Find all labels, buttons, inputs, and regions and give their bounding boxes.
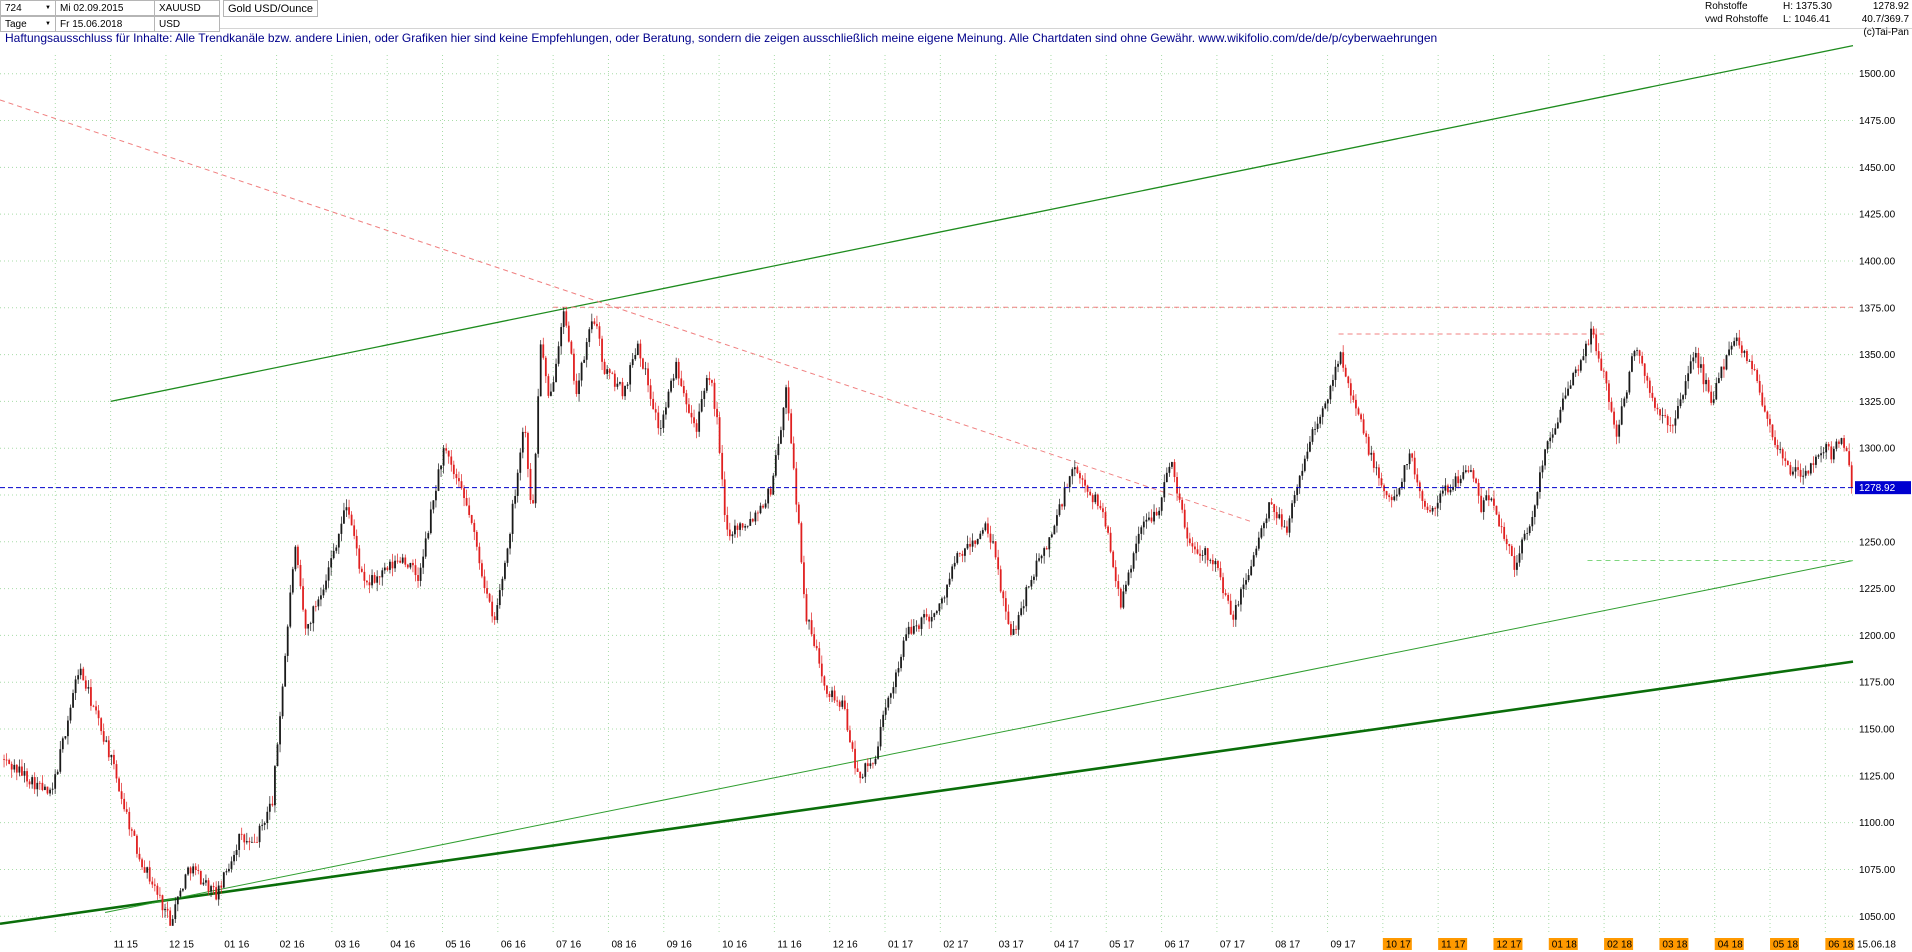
x-axis-month-label: 05 18	[1773, 940, 1798, 951]
x-axis-month-label: 09 16	[667, 940, 692, 951]
bars-count-dropdown[interactable]: 724 ▼	[0, 0, 56, 16]
x-axis-month-label: 04 18	[1718, 940, 1743, 951]
period-dropdown[interactable]: Tage ▼	[0, 16, 56, 32]
period-value: Tage	[5, 18, 27, 30]
chevron-down-icon: ▼	[45, 21, 51, 27]
x-axis-month-label: 01 17	[888, 940, 913, 951]
x-axis-month-label: 06 17	[1165, 940, 1190, 951]
x-axis-month-label: 07 16	[556, 940, 581, 951]
disclaimer-text: Haftungsausschluss für Inhalte: Alle Tre…	[5, 31, 1438, 45]
bars-count-value: 724	[5, 2, 22, 14]
x-axis-month-label: 12 17	[1496, 940, 1521, 951]
x-axis-month-label: 11 16	[777, 940, 802, 951]
x-axis-month-label: 05 17	[1109, 940, 1134, 951]
x-axis-month-label: 04 16	[390, 940, 415, 951]
period-high-value: H: 1375.30	[1783, 1, 1832, 12]
y-axis-tick-label: 1375.00	[1859, 303, 1896, 314]
y-axis-tick-label: 1500.00	[1859, 69, 1896, 80]
last-price-badge	[1855, 481, 1911, 495]
y-axis-tick-label: 1225.00	[1859, 584, 1896, 595]
y-axis-tick-label: 1175.00	[1859, 678, 1895, 689]
y-axis-tick-label: 1075.00	[1859, 865, 1896, 876]
instrument-title: Gold USD/Ounce	[223, 0, 318, 17]
range-stat-value: 40.7/369.7	[1861, 13, 1909, 25]
start-date[interactable]: Mi 02.09.2015	[55, 0, 155, 16]
category-label: Rohstoffe	[1705, 1, 1748, 12]
end-date[interactable]: Fr 15.06.2018	[55, 16, 155, 32]
x-axis-month-label: 04 17	[1054, 940, 1079, 951]
chevron-down-icon: ▼	[45, 5, 51, 11]
y-axis-tick-label: 1125.00	[1859, 771, 1895, 782]
x-axis-month-label: 03 16	[335, 940, 360, 951]
x-axis-final-date-label: 15.06.18	[1857, 940, 1896, 951]
x-axis-month-label: 06 16	[501, 940, 526, 951]
trend-line-rising-support-thin	[104, 560, 1854, 914]
y-axis-tick-label: 1300.00	[1859, 444, 1896, 455]
y-axis-tick-label: 1325.00	[1859, 397, 1896, 408]
taipan-copyright: (c)Tai-Pan	[1863, 27, 1909, 38]
y-axis-tick-label: 1050.00	[1859, 912, 1896, 923]
x-axis-month-label: 08 16	[611, 940, 636, 951]
currency-field: USD	[154, 16, 220, 32]
trend-line-rising-channel-top	[110, 45, 1854, 403]
x-axis-month-label: 10 17	[1386, 940, 1411, 951]
y-axis-tick-label: 1200.00	[1859, 631, 1896, 642]
last-price-value: 1278.92	[1872, 1, 1909, 12]
x-axis-month-label: 01 16	[224, 940, 249, 951]
x-axis-month-label: 02 16	[280, 940, 305, 951]
x-axis-month-label: 11 15	[114, 940, 139, 951]
symbol-field[interactable]: XAUUSD	[154, 0, 220, 16]
x-axis-month-label: 08 17	[1275, 940, 1300, 951]
provider-label: vwd Rohstoffe	[1705, 13, 1769, 25]
x-axis-month-label: 07 17	[1220, 940, 1245, 951]
quote-panel: Rohstoffe H: 1375.30 1278.92 vwd Rohstof…	[1705, 1, 1909, 26]
quote-row-low: vwd Rohstoffe L: 1046.41 40.7/369.7	[1705, 14, 1909, 27]
x-axis-month-label: 05 16	[446, 940, 471, 951]
y-axis-tick-label: 1475.00	[1859, 116, 1896, 127]
x-axis-month-label: 03 18	[1662, 940, 1687, 951]
y-axis-tick-label: 1100.00	[1859, 818, 1895, 829]
chart-settings-panel: 724 ▼ Mi 02.09.2015 XAUUSD Gold USD/Ounc…	[0, 0, 318, 32]
y-axis-tick-label: 1150.00	[1859, 725, 1895, 736]
x-axis-month-label: 02 18	[1607, 940, 1632, 951]
toolbar: 724 ▼ Mi 02.09.2015 XAUUSD Gold USD/Ounc…	[0, 0, 1912, 32]
trend-line-rising-support-thick	[0, 660, 1854, 926]
x-axis-month-label: 12 15	[169, 940, 194, 951]
x-axis-month-label: 10 16	[722, 940, 747, 951]
y-axis-tick-label: 1350.00	[1859, 350, 1896, 361]
last-price-badge-text: 1278.92	[1859, 483, 1896, 494]
x-axis-month-label: 01 18	[1552, 940, 1577, 951]
quote-row-high: Rohstoffe H: 1375.30 1278.92	[1705, 1, 1909, 14]
y-axis-tick-label: 1250.00	[1859, 537, 1896, 548]
x-axis-month-label: 06 18	[1828, 940, 1853, 951]
y-axis-tick-label: 1450.00	[1859, 163, 1896, 174]
x-axis-month-label: 03 17	[999, 940, 1024, 951]
trend-line-falling-resistance-dashed	[0, 99, 1251, 522]
period-low-value: L: 1046.41	[1783, 13, 1831, 25]
x-axis-month-label: 11 17	[1441, 940, 1466, 951]
x-axis-month-label: 12 16	[833, 940, 858, 951]
y-axis-tick-label: 1400.00	[1859, 256, 1896, 267]
y-axis-tick-label: 1425.00	[1859, 210, 1896, 221]
x-axis-month-label: 09 17	[1331, 940, 1356, 951]
x-axis-month-label: 02 17	[943, 940, 968, 951]
